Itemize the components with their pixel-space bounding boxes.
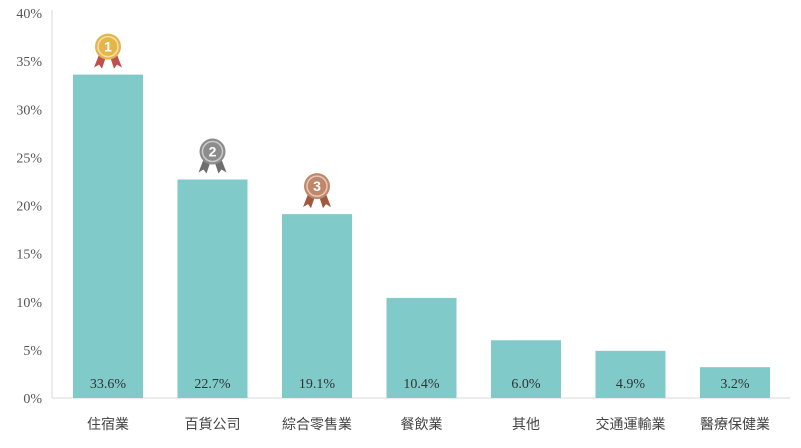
y-axis-ticks: 0% 5% 10% 15% 20% 25% 30% 35% 40%: [16, 7, 42, 407]
medal-rim: [97, 35, 119, 58]
y-tick-label: 25%: [16, 151, 42, 166]
bar: [386, 297, 457, 398]
medal-icon: 1: [94, 33, 122, 69]
y-tick-label: 35%: [16, 55, 42, 70]
y-tick-label: 40%: [16, 7, 42, 22]
y-tick-label: 20%: [16, 200, 42, 215]
y-tick-label: 5%: [23, 344, 42, 359]
category-label: 醫療保健業: [700, 416, 770, 433]
y-tick-label: 0%: [23, 392, 42, 407]
category-label: 交通運輸業: [596, 416, 666, 433]
category-label: 綜合零售業: [282, 417, 352, 433]
medal-rank: 2: [209, 144, 217, 160]
bar: [595, 350, 666, 398]
category-label: 住宿業: [87, 416, 129, 433]
medal-icon: 3: [303, 173, 331, 209]
category-label: 餐飲業: [401, 417, 443, 433]
data-label: 33.6%: [90, 377, 127, 392]
bar: [700, 367, 770, 398]
medal-rim: [306, 175, 328, 197]
bar: [282, 214, 352, 398]
y-tick-label: 15%: [16, 248, 42, 263]
data-label: 19.1%: [299, 377, 336, 392]
medal-icon: 2: [198, 138, 227, 174]
category-label: 百貨公司: [185, 416, 241, 433]
data-label: 3.2%: [720, 377, 750, 392]
data-label: 22.7%: [194, 377, 231, 392]
data-label: 10.4%: [403, 377, 440, 392]
bar: [177, 179, 248, 398]
medal-rank: 3: [313, 178, 321, 194]
medal-disc: [95, 33, 121, 60]
category-labels: 住宿業 百貨公司 綜合零售業 餐飲業 其他 交通運輸業 醫療保健業: [87, 416, 770, 433]
bar: [491, 340, 561, 398]
medals: 1 2 3: [94, 33, 331, 209]
y-tick-label: 30%: [16, 103, 42, 118]
bar: [73, 74, 143, 398]
data-label: 4.9%: [616, 377, 646, 392]
bars: [73, 74, 770, 398]
medal-disc: [304, 173, 330, 200]
medal-disc: [199, 138, 226, 165]
y-tick-label: 10%: [16, 296, 42, 311]
data-labels: 33.6% 22.7% 19.1% 10.4% 6.0% 4.9% 3.2%: [90, 377, 750, 392]
data-label: 6.0%: [511, 377, 541, 392]
medal-rank: 1: [104, 39, 112, 55]
category-label: 其他: [512, 417, 540, 433]
medal-rim: [201, 140, 224, 163]
